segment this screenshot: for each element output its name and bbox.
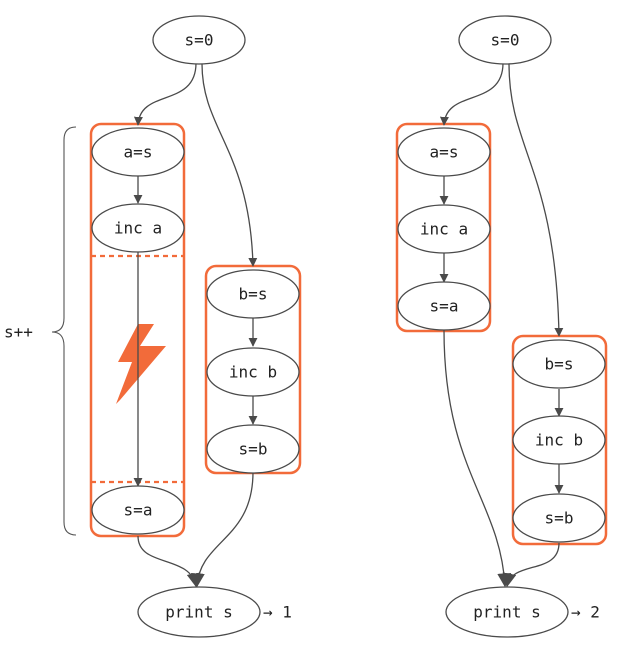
print-node: print s (445, 586, 569, 638)
thread-a-write-node: s=a (91, 485, 185, 535)
edge-start-to-b-read (508, 63, 564, 337)
thread-b-inc-node: inc b (512, 415, 606, 465)
svg-text:inc a: inc a (420, 220, 468, 239)
thread-b-write-node: s=b (206, 424, 300, 474)
lightning-bolt-icon (116, 324, 166, 404)
print-node: print s (137, 586, 261, 638)
s-plus-plus-brace (51, 126, 77, 536)
svg-text:s=a: s=a (124, 501, 153, 520)
edge-a-write-to-print (137, 535, 201, 588)
edge-b-write-to-print (190, 471, 254, 588)
thread-b-read-node: b=s (512, 339, 606, 389)
svg-text:s=0: s=0 (491, 31, 520, 50)
svg-text:s=a: s=a (430, 297, 459, 316)
thread-a-read-node: a=s (91, 127, 185, 177)
svg-text:s=b: s=b (545, 509, 574, 528)
svg-text:b=s: b=s (239, 285, 268, 304)
svg-text:inc b: inc b (535, 431, 583, 450)
svg-text:print s: print s (165, 603, 232, 622)
brace-label: s++ (4, 323, 33, 342)
edge-a-write-to-print (443, 329, 512, 588)
start-node: s=0 (152, 15, 246, 65)
thread-b-read-node: b=s (206, 269, 300, 319)
svg-text:b=s: b=s (545, 355, 574, 374)
edge-b-write-to-print (502, 542, 560, 588)
edge-start-to-a-read (133, 62, 197, 126)
svg-text:a=s: a=s (124, 143, 153, 162)
svg-text:print s: print s (473, 603, 540, 622)
result-label: → 2 (571, 603, 600, 622)
svg-text:s=0: s=0 (185, 31, 214, 50)
thread-a-write-node: s=a (397, 281, 491, 331)
left-scenario: s++ s=0 a=s inc a s=a (4, 15, 302, 638)
result-label: → 1 (263, 603, 292, 622)
edge-start-to-a-read (439, 62, 504, 126)
edge-start-to-b-read (201, 63, 258, 267)
svg-text:a=s: a=s (430, 143, 459, 162)
thread-b-inc-node: inc b (206, 347, 300, 397)
right-scenario: s=0 a=s inc a s=a b=s inc b s=b print s (395, 15, 608, 638)
svg-text:inc b: inc b (229, 363, 277, 382)
svg-text:s=b: s=b (239, 440, 268, 459)
thread-a-read-node: a=s (397, 127, 491, 177)
thread-a-inc-node: inc a (91, 203, 185, 253)
thread-b-write-node: s=b (512, 493, 606, 543)
svg-text:inc a: inc a (114, 219, 162, 238)
start-node: s=0 (458, 15, 552, 65)
thread-a-inc-node: inc a (397, 204, 491, 254)
